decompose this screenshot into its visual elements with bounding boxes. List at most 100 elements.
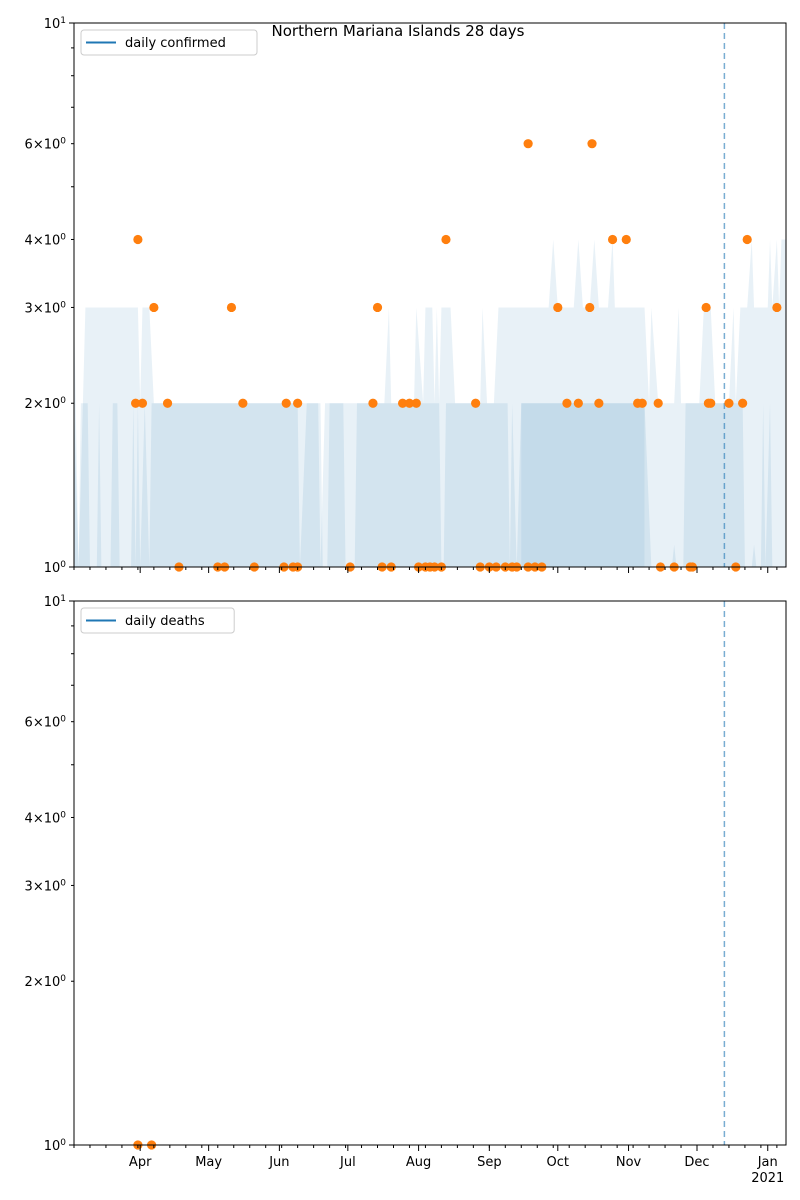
x-tick-label: Apr xyxy=(129,1155,152,1170)
x-axis xyxy=(73,567,778,573)
y-tick-label: 101 xyxy=(44,16,66,32)
legend-label: daily deaths xyxy=(125,614,205,629)
data-point xyxy=(594,398,604,408)
data-point xyxy=(131,398,141,408)
y-tick-label-exponent: 0 xyxy=(60,810,66,820)
x-tick-label: Sep xyxy=(477,1155,502,1170)
y-tick-label-exponent: 0 xyxy=(60,974,66,984)
x-tick-label: Jan xyxy=(757,1155,778,1170)
legend-label: daily confirmed xyxy=(125,36,226,51)
y-tick-label-mantissa: 3 xyxy=(25,879,33,894)
y-tick-label-exponent: 0 xyxy=(60,300,66,310)
data-point xyxy=(553,302,563,313)
y-tick-label-times: × xyxy=(33,138,44,153)
y-tick-label-base: 10 xyxy=(44,301,61,316)
y-tick-label-mantissa: 2 xyxy=(25,975,33,990)
y-tick-label-exponent: 0 xyxy=(60,232,66,242)
legend-box xyxy=(80,29,258,56)
y-tick-label-exponent: 0 xyxy=(60,396,66,406)
data-point xyxy=(404,398,415,408)
y-tick-label-exponent: 0 xyxy=(60,715,66,725)
x-tick-label: Jun xyxy=(268,1155,289,1170)
axes-frame xyxy=(73,600,787,1146)
data-point xyxy=(137,398,148,408)
y-tick-label-exponent: 0 xyxy=(60,137,66,147)
x-tick-label: Nov xyxy=(616,1155,642,1170)
data-point xyxy=(411,398,421,408)
range-band-dark xyxy=(521,403,645,567)
y-tick-label-base: 10 xyxy=(44,975,61,990)
x-tick-label: Aug xyxy=(406,1155,431,1170)
data-point xyxy=(637,398,647,408)
y-tick-label-exponent: 1 xyxy=(60,16,66,26)
y-tick-label-base: 10 xyxy=(44,561,61,576)
y-tick-label-base: 10 xyxy=(44,716,61,731)
y-tick-label-base: 10 xyxy=(44,233,61,248)
data-point xyxy=(738,398,748,408)
data-point xyxy=(587,139,597,149)
legend: daily deaths xyxy=(80,607,235,634)
data-point xyxy=(607,234,618,245)
y-tick-label: 3×100 xyxy=(25,878,67,894)
y-tick-label-times: × xyxy=(33,716,44,731)
data-point xyxy=(706,398,716,408)
y-tick-label-times: × xyxy=(33,811,44,826)
data-point xyxy=(226,302,237,313)
legend-box xyxy=(80,607,235,634)
data-point xyxy=(742,234,752,245)
data-point xyxy=(162,398,173,408)
axes-frame xyxy=(73,22,787,568)
x-tick-label: Dec xyxy=(684,1155,709,1170)
y-tick-label-base: 10 xyxy=(44,17,61,32)
y-tick-label-times: × xyxy=(33,301,44,316)
y-tick-label-times: × xyxy=(33,975,44,990)
y-tick-label: 2×100 xyxy=(25,396,67,412)
y-tick-label-exponent: 0 xyxy=(60,878,66,888)
data-point xyxy=(653,398,663,408)
data-point xyxy=(562,398,572,408)
y-tick-label-exponent: 1 xyxy=(60,594,66,604)
data-point xyxy=(701,302,711,313)
data-point xyxy=(621,234,631,245)
figure-title: Northern Mariana Islands 28 days xyxy=(272,22,525,40)
y-tick-label: 3×100 xyxy=(25,300,67,316)
data-point xyxy=(724,398,734,408)
y-tick-label: 100 xyxy=(44,1138,67,1154)
y-tick-label-exponent: 0 xyxy=(60,560,66,570)
data-point xyxy=(398,398,408,408)
y-tick-label: 101 xyxy=(44,594,66,610)
y-tick-label: 4×100 xyxy=(25,810,67,826)
data-point xyxy=(293,398,303,408)
y-tick-label: 6×100 xyxy=(25,715,67,731)
y-tick-label: 4×100 xyxy=(25,232,67,248)
x-tick-label: May xyxy=(195,1155,222,1170)
y-tick-label-mantissa: 2 xyxy=(25,397,33,412)
data-point xyxy=(368,398,378,408)
data-point xyxy=(573,398,583,408)
x-tick-year-label: 2021 xyxy=(751,1171,784,1186)
data-point xyxy=(441,234,451,245)
x-tick-label: Jul xyxy=(339,1155,356,1170)
y-tick-label-base: 10 xyxy=(44,879,61,894)
y-tick-label-base: 10 xyxy=(44,595,61,610)
y-tick-label-exponent: 0 xyxy=(60,1138,66,1148)
data-point xyxy=(471,398,481,408)
y-tick-label-base: 10 xyxy=(44,811,61,826)
data-point xyxy=(772,302,782,313)
y-tick-label-times: × xyxy=(33,879,44,894)
y-tick-label: 100 xyxy=(44,560,67,576)
y-tick-label-times: × xyxy=(33,397,44,412)
y-tick-label-mantissa: 6 xyxy=(25,138,33,153)
y-tick-label-mantissa: 4 xyxy=(25,233,33,248)
data-point xyxy=(281,398,291,408)
legend: daily confirmed xyxy=(80,29,258,56)
data-point xyxy=(149,302,159,313)
y-tick-label-mantissa: 6 xyxy=(25,716,33,731)
y-tick-label-mantissa: 4 xyxy=(25,811,33,826)
y-tick-label-base: 10 xyxy=(44,1139,61,1154)
